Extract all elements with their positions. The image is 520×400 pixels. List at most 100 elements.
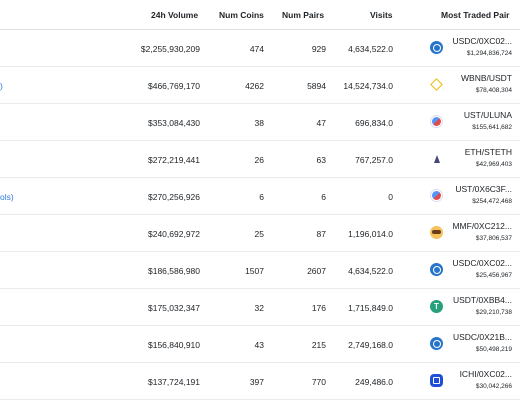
table-row[interactable]: $156,840,910 43 215 2,749,168.0 USDC/0X21B..… — [0, 326, 520, 363]
volume-cell: $2,255,930,209 — [140, 44, 200, 54]
num-coins-cell: 4262 — [245, 81, 264, 91]
most-traded-pair-cell[interactable]: ICHI/0XC02... $30,042,266 — [430, 369, 512, 395]
table-row[interactable]: $240,692,972 25 87 1,196,014.0 MMF/0XC212...… — [0, 215, 520, 252]
most-traded-pair-cell[interactable]: WBNB/USDT $78,408,304 — [430, 73, 512, 99]
ust-icon — [430, 115, 443, 128]
pair-name[interactable]: USDT/0XBB4... — [452, 295, 512, 305]
table-body: $2,255,930,209 474 929 4,634,522.0 USDC/0XC0… — [0, 30, 520, 400]
visits-cell: 14,524,734.0 — [343, 81, 393, 91]
pair-name[interactable]: USDC/0XC02... — [452, 258, 512, 268]
header-visits[interactable]: Visits — [370, 10, 393, 20]
num-pairs-cell: 5894 — [307, 81, 326, 91]
table-row[interactable]: ) $466,769,170 4262 5894 14,524,734.0 WBNB/US… — [0, 67, 520, 104]
most-traded-pair-cell[interactable]: USDC/0XC02... $25,456,967 — [430, 258, 512, 284]
header-num-pairs[interactable]: Num Pairs — [282, 10, 325, 20]
num-pairs-cell: 87 — [316, 229, 326, 239]
num-coins-cell: 474 — [249, 44, 264, 54]
table-row[interactable]: $2,255,930,209 474 929 4,634,522.0 USDC/0XC0… — [0, 30, 520, 67]
pair-volume: $25,456,967 — [475, 272, 512, 279]
usdc-icon — [430, 337, 443, 350]
num-coins-cell: 26 — [254, 155, 264, 165]
pair-volume: $30,042,266 — [475, 383, 512, 390]
table-row[interactable]: $272,219,441 26 63 767,257.0 ETH/STETH $42,96… — [0, 141, 520, 178]
pair-volume: $42,969,403 — [475, 161, 512, 168]
visits-cell: 767,257.0 — [355, 155, 393, 165]
header-24h-volume[interactable]: 24h Volume — [151, 10, 199, 20]
ust-icon — [430, 189, 443, 202]
pair-name[interactable]: UST/0X6C3F... — [455, 184, 512, 194]
most-traded-pair-cell[interactable]: UST/0X6C3F... $254,472,468 — [430, 184, 512, 210]
pair-name[interactable]: ETH/STETH — [464, 147, 512, 157]
table-row[interactable]: $175,032,347 32 176 1,715,849.0 USDT/0XBB4..… — [0, 289, 520, 326]
visits-cell: 696,834.0 — [355, 118, 393, 128]
visits-cell: 1,196,014.0 — [348, 229, 393, 239]
ichi-icon — [430, 374, 443, 387]
volume-cell: $186,586,980 — [148, 266, 200, 276]
table-row[interactable]: $137,724,191 397 770 249,486.0 ICHI/0XC02...… — [0, 363, 520, 400]
pair-name[interactable]: WBNB/USDT — [461, 73, 512, 83]
volume-cell: $156,840,910 — [148, 340, 200, 350]
visits-cell: 1,715,849.0 — [348, 303, 393, 313]
pair-name[interactable]: USDC/0X21B... — [452, 332, 512, 342]
usdc-icon — [430, 263, 443, 276]
pair-volume: $254,472,468 — [472, 198, 512, 205]
volume-cell: $137,724,191 — [148, 377, 200, 387]
num-coins-cell: 43 — [254, 340, 264, 350]
num-pairs-cell: 63 — [316, 155, 326, 165]
pair-volume: $50,498,219 — [475, 346, 512, 353]
table-header: 24h Volume Num Coins Num Pairs Visits Mo… — [0, 0, 520, 30]
volume-cell: $240,692,972 — [148, 229, 200, 239]
volume-cell: $466,769,170 — [148, 81, 200, 91]
num-pairs-cell: 929 — [311, 44, 326, 54]
most-traded-pair-cell[interactable]: UST/ULUNA $155,641,682 — [430, 110, 512, 136]
num-coins-cell: 38 — [254, 118, 264, 128]
most-traded-pair-cell[interactable]: USDT/0XBB4... $29,210,738 — [430, 295, 512, 321]
bnb-icon — [430, 78, 443, 91]
num-coins-cell: 32 — [254, 303, 264, 313]
num-pairs-cell: 2607 — [307, 266, 326, 276]
visits-cell: 4,634,522.0 — [348, 44, 393, 54]
header-most-traded-pair[interactable]: Most Traded Pair — [441, 10, 510, 20]
volume-cell: $270,256,926 — [148, 192, 200, 202]
num-coins-cell: 1507 — [245, 266, 264, 276]
most-traded-pair-cell[interactable]: USDC/0XC02... $1,294,836,724 — [430, 36, 512, 62]
table-row[interactable]: $186,586,980 1507 2607 4,634,522.0 USDC/0XC0… — [0, 252, 520, 289]
header-num-coins[interactable]: Num Coins — [219, 10, 264, 20]
pair-volume: $37,806,537 — [475, 235, 512, 242]
pair-volume: $78,408,304 — [475, 87, 512, 94]
visits-cell: 0 — [388, 192, 393, 202]
visits-cell: 249,486.0 — [355, 377, 393, 387]
exchange-name-fragment[interactable]: ) — [0, 81, 3, 91]
pair-volume: $1,294,836,724 — [466, 50, 512, 57]
pair-volume: $29,210,738 — [475, 309, 512, 316]
mmf-icon — [430, 226, 443, 239]
table-row[interactable]: ols) $270,256,926 6 6 0 UST/0X6C3F... $254,472… — [0, 178, 520, 215]
usdc-icon — [430, 41, 443, 54]
usdt-icon — [430, 300, 443, 313]
num-coins-cell: 397 — [249, 377, 264, 387]
pair-name[interactable]: ICHI/0XC02... — [459, 369, 512, 379]
visits-cell: 2,749,168.0 — [348, 340, 393, 350]
volume-cell: $175,032,347 — [148, 303, 200, 313]
num-pairs-cell: 215 — [311, 340, 326, 350]
most-traded-pair-cell[interactable]: USDC/0X21B... $50,498,219 — [430, 332, 512, 358]
volume-cell: $353,084,430 — [148, 118, 200, 128]
pair-name[interactable]: USDC/0XC02... — [452, 36, 512, 46]
num-pairs-cell: 6 — [321, 192, 326, 202]
num-pairs-cell: 47 — [316, 118, 326, 128]
num-coins-cell: 6 — [259, 192, 264, 202]
table-row[interactable]: $353,084,430 38 47 696,834.0 UST/ULUNA $155,6… — [0, 104, 520, 141]
pair-name[interactable]: MMF/0XC212... — [452, 221, 512, 231]
num-pairs-cell: 176 — [311, 303, 326, 313]
volume-cell: $272,219,441 — [148, 155, 200, 165]
eth-icon — [430, 152, 443, 165]
num-coins-cell: 25 — [254, 229, 264, 239]
visits-cell: 4,634,522.0 — [348, 266, 393, 276]
most-traded-pair-cell[interactable]: MMF/0XC212... $37,806,537 — [430, 221, 512, 247]
exchange-name-fragment[interactable]: ols) — [0, 192, 14, 202]
pair-volume: $155,641,682 — [472, 124, 512, 131]
num-pairs-cell: 770 — [311, 377, 326, 387]
most-traded-pair-cell[interactable]: ETH/STETH $42,969,403 — [430, 147, 512, 173]
pair-name[interactable]: UST/ULUNA — [463, 110, 512, 120]
